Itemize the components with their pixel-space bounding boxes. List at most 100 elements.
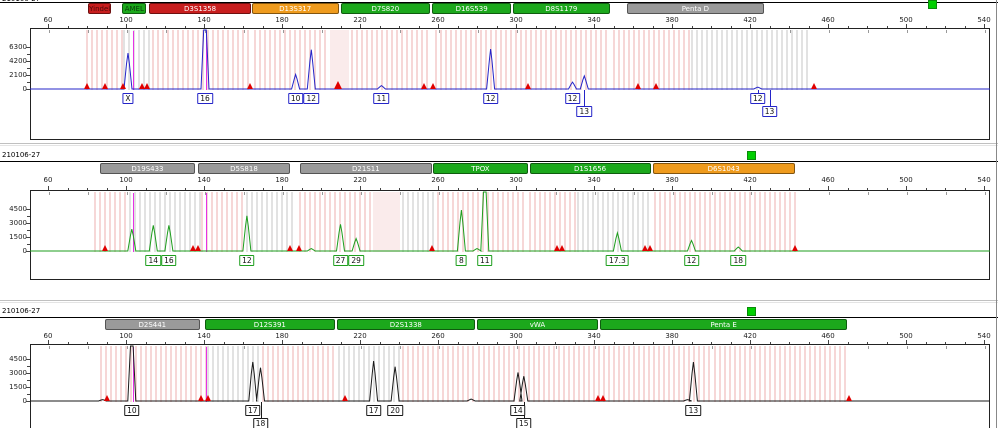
marker-box-d8s1179[interactable]: D8S1179 [513,3,610,14]
bin-stripe [495,30,498,90]
marker-box-yindel[interactable]: Yindel [87,3,112,14]
marker-box-penta-d[interactable]: Penta D [627,3,764,14]
plot-top-tick [946,192,947,195]
marker-box-d16s539[interactable]: D16S539 [432,3,512,14]
allele-label[interactable]: 13 [576,106,593,117]
bin-stripe [773,192,776,252]
allele-label[interactable]: 12 [303,93,320,104]
allele-label[interactable]: 12 [239,255,255,266]
bin-stripe [250,192,253,252]
allele-label[interactable]: 15 [516,418,532,428]
allele-label[interactable]: 12 [482,93,499,104]
allele-label[interactable]: 17 [244,405,261,416]
allele-label[interactable]: 12 [564,93,581,104]
allele-label[interactable]: 8 [456,255,467,266]
allele-label[interactable]: 18 [252,418,269,428]
allele-label[interactable]: X [122,93,134,104]
y-axis-label: 3000 [9,219,27,227]
marker-box-d1s1656[interactable]: D1S1656 [529,163,651,174]
artifact-marker [599,395,606,401]
x-axis-tick [516,340,517,344]
marker-box-d3s1358[interactable]: D3S1358 [149,3,251,14]
allele-label[interactable]: 12 [683,255,700,266]
bin-stripe [778,192,781,252]
bin-stripe [492,192,495,252]
bin-stripe [123,192,126,252]
bin-stripe [715,30,718,90]
bin-stripe [768,346,771,402]
marker-box-penta-e[interactable]: Penta E [599,319,848,330]
bin-stripe [290,192,293,252]
axis-tick-label: 500 [899,332,913,340]
axis-tick-label: 140 [197,16,211,24]
allele-label[interactable]: 17 [365,405,382,416]
allele-label[interactable]: 27 [332,255,349,266]
artifact-marker [120,83,127,89]
bin-stripe [202,30,205,90]
marker-box-d5s818[interactable]: D5S818 [198,163,290,174]
marker-box-amel[interactable]: AMEL [122,3,147,14]
marker-box-d2s441[interactable]: D2S441 [104,319,201,330]
marker-box-d7s820[interactable]: D7S820 [340,3,431,14]
allele-label[interactable]: 16 [197,93,213,104]
plot-top-tick [205,192,206,195]
marker-box-vwa[interactable]: vWA [477,319,598,330]
bin-stripe [184,346,187,402]
x-axis-tick [886,26,888,28]
x-axis-tick [106,26,108,28]
allele-label[interactable]: 11 [373,93,390,104]
marker-box-d19s433[interactable]: D19S433 [99,163,196,174]
allele-connector [584,90,586,106]
allele-label[interactable]: 18 [730,255,747,266]
bin-stripe [124,346,127,402]
dye-trace [30,345,990,402]
electropherogram-plot[interactable] [30,344,990,428]
allele-label[interactable]: 11 [477,255,493,266]
size-standard-peak [132,347,134,402]
bin-stripe [391,30,394,90]
allele-label[interactable]: 10 [287,93,304,104]
axis-tick-label: 460 [821,332,835,340]
electropherogram-plot[interactable] [30,28,990,140]
plot-top-tick [868,30,869,33]
allele-label[interactable]: 16 [161,255,177,266]
electropherogram-plot[interactable] [30,190,990,280]
bin-stripe [179,346,182,402]
plot-top-tick [244,346,245,349]
allele-label[interactable]: 14 [510,405,526,416]
bin-stripe [133,30,136,90]
marker-box-tpox[interactable]: TPOX [433,163,528,174]
axis-tick-label: 540 [977,16,991,24]
bin-stripe [662,30,665,90]
bin-stripe [338,192,341,252]
allele-label[interactable]: 13 [685,405,702,416]
marker-box-d21s11[interactable]: D21S11 [299,163,433,174]
marker-box-d6s1043[interactable]: D6S1043 [652,163,795,174]
bin-stripe [728,192,731,252]
allele-label[interactable]: 10 [124,405,140,416]
bin-stripe [518,346,520,402]
y-axis-minor-tick [27,394,30,395]
marker-box-d13s317[interactable]: D13S317 [251,3,339,14]
bin-stripe [216,346,219,402]
size-standard-peak [205,31,207,90]
allele-label[interactable]: 20 [387,405,403,416]
bin-stripe [270,192,273,252]
bin-stripe [416,192,419,252]
axis-tick-label: 340 [587,16,601,24]
allele-label[interactable]: 14 [145,255,162,266]
marker-box-d2s1338[interactable]: D2S1338 [336,319,476,330]
bin-stripe [657,346,660,402]
bin-stripe [710,30,713,90]
x-axis-tick [165,188,166,190]
bin-stripe [143,192,146,252]
allele-label[interactable]: 12 [750,93,766,104]
bin-stripe [303,192,306,252]
allele-label[interactable]: 17.3 [606,255,629,266]
x-axis-tick [67,342,69,344]
bin-stripe [119,346,122,402]
allele-label[interactable]: 13 [761,106,778,117]
axis-tick-label: 380 [665,332,679,340]
allele-label[interactable]: 29 [348,255,364,266]
marker-box-d12s391[interactable]: D12S391 [204,319,335,330]
